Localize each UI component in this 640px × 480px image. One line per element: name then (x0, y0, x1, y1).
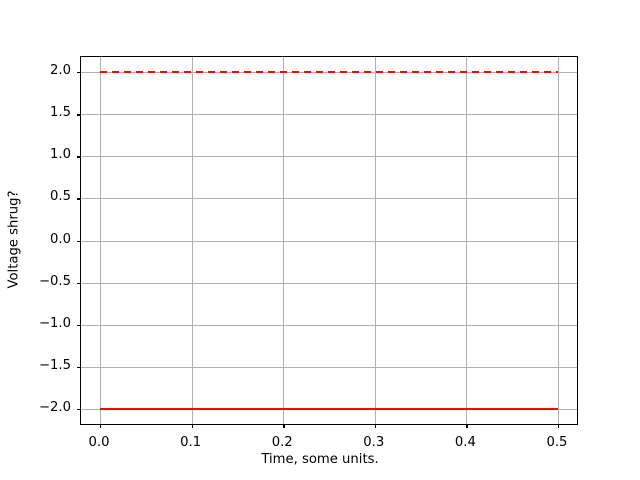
x-axis-label: Time, some units. (261, 452, 379, 467)
grid-line-horizontal (81, 114, 577, 116)
grid-line-vertical (100, 57, 102, 424)
x-tick-label: 0.1 (180, 435, 202, 450)
x-tick-label: 0.4 (454, 435, 476, 450)
x-tick-label: 0.5 (546, 435, 568, 450)
x-tick-mark (374, 424, 377, 428)
x-tick-mark (191, 424, 193, 428)
x-tick-mark (557, 424, 560, 428)
x-tick-label: 0.3 (363, 435, 385, 450)
data-series-line (100, 407, 558, 410)
y-tick-label: 0.0 (50, 231, 71, 247)
y-tick-mark (77, 282, 81, 284)
y-tick-label-group: −2.0 −1.5 −1.0 −0.5 0.0 0.5 1.0 1.5 2.0 (0, 0, 71, 480)
x-tick-label: 0.0 (88, 435, 110, 450)
grid-line-horizontal (81, 282, 577, 284)
y-tick-mark (77, 240, 81, 242)
x-tick-label-group: 0.0 0.1 0.2 0.3 0.4 0.5 (0, 429, 640, 459)
x-tick-label: 0.2 (271, 435, 293, 450)
y-tick-mark (77, 366, 81, 369)
grid-line-vertical (374, 57, 376, 424)
y-tick-label: 2.0 (50, 63, 71, 79)
x-tick-mark (466, 424, 468, 428)
grid-line-vertical (191, 57, 193, 424)
y-tick-label: −2.0 (38, 399, 71, 415)
plot-area (77, 56, 578, 428)
grid-line-vertical (283, 57, 285, 424)
y-tick-label: 0.5 (50, 189, 71, 205)
y-tick-label: −1.0 (38, 315, 71, 331)
y-tick-label: 1.0 (50, 147, 71, 163)
y-tick-label: 1.5 (50, 105, 71, 121)
grid-line-horizontal (81, 198, 577, 200)
grid-line-horizontal (81, 240, 577, 242)
y-tick-mark (77, 324, 81, 326)
grid-line-horizontal (81, 156, 577, 158)
x-tick-mark (283, 424, 285, 428)
y-tick-mark (77, 156, 81, 158)
y-tick-mark (77, 408, 81, 411)
y-tick-mark (77, 72, 81, 74)
grid-line-vertical (466, 57, 468, 424)
y-tick-mark (77, 114, 81, 116)
x-tick-mark (100, 424, 102, 428)
y-tick-mark (77, 198, 81, 200)
grid-line-horizontal (81, 324, 577, 326)
grid-line-horizontal (81, 366, 577, 368)
y-tick-label: −1.5 (38, 357, 71, 373)
grid-line-vertical (557, 57, 559, 424)
data-series-line (100, 71, 558, 74)
y-tick-label: −0.5 (38, 273, 71, 289)
